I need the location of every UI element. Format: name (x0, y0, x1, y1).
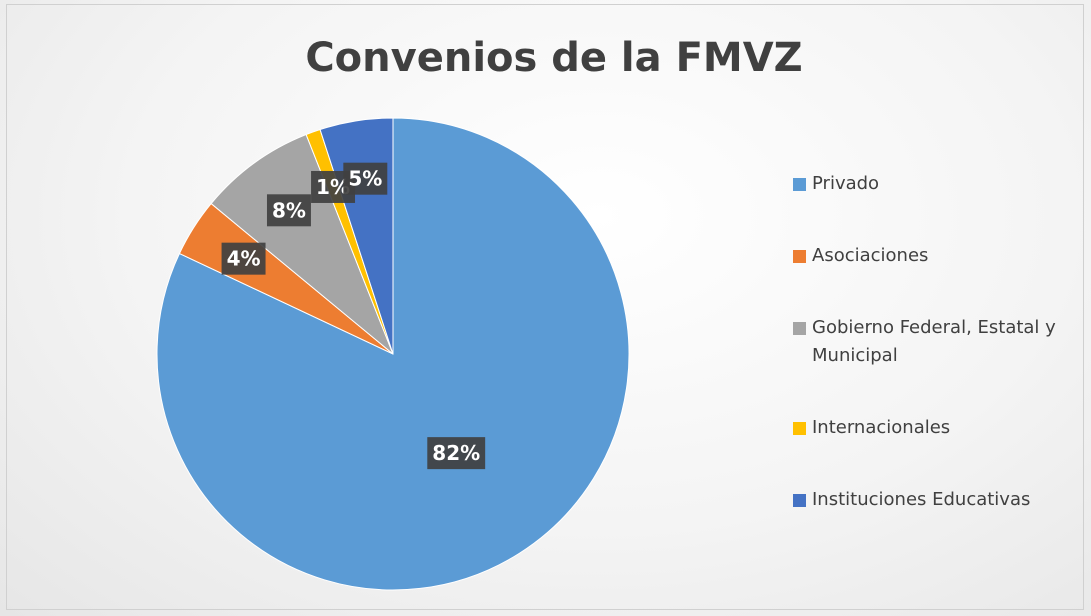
data-label-text: 82% (432, 441, 480, 465)
data-label-text: 4% (227, 247, 261, 271)
data-label: 1% (311, 170, 356, 203)
data-label: 82% (427, 437, 486, 470)
legend-item: Instituciones Educativas (790, 486, 1085, 514)
data-label: 4% (221, 242, 266, 275)
legend-swatch (793, 494, 806, 507)
legend-item: Gobierno Federal, Estatal y Municipal (790, 314, 1085, 370)
data-label-text: 5% (348, 167, 382, 191)
data-label-text: 8% (272, 198, 306, 222)
chart-title: Convenios de la FMVZ (305, 35, 802, 81)
legend-swatch (793, 178, 806, 191)
legend-item: Asociaciones (790, 242, 1085, 270)
data-label-box (427, 437, 486, 470)
legend-label: Asociaciones (812, 245, 929, 266)
legend-swatch (793, 250, 806, 263)
data-label-box (343, 162, 388, 195)
chart-frame (6, 4, 1084, 610)
data-label-box (221, 242, 266, 275)
legend-swatch (793, 422, 806, 435)
legend-label: Privado (812, 173, 880, 194)
legend-item: Internacionales (790, 414, 1085, 442)
data-label: 5% (343, 162, 388, 195)
legend-swatch (793, 322, 806, 335)
legend: Privado Asociaciones Gobierno Federal, Est… (790, 170, 1085, 558)
legend-item: Privado (790, 170, 1085, 198)
legend-label: Internacionales (812, 417, 951, 438)
data-label: 8% (266, 194, 311, 227)
legend-label: Gobierno Federal, Estatal y Municipal (812, 317, 1056, 366)
legend-label: Instituciones Educativas (812, 489, 1031, 510)
pie-slice (210, 133, 394, 355)
data-label-box (266, 194, 311, 227)
